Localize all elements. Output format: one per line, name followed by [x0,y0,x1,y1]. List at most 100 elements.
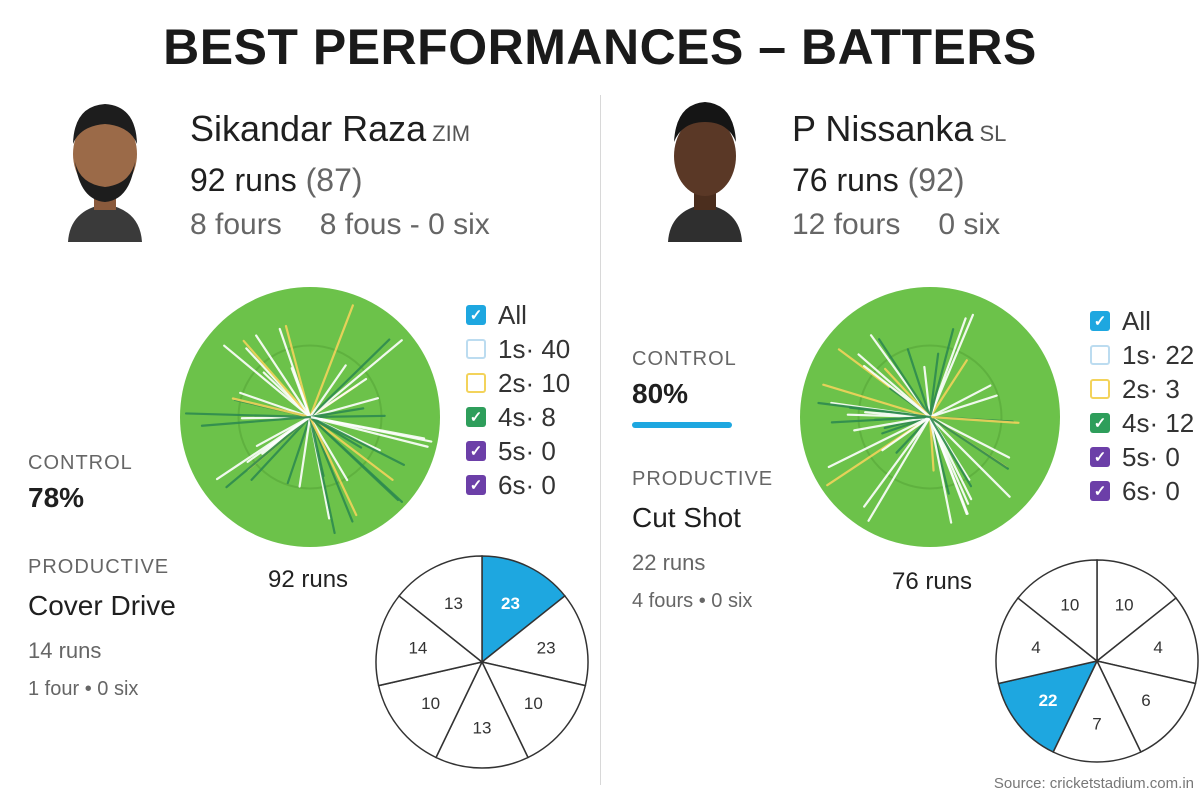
zone-slice [1095,659,1197,753]
source-note: Source: cricketstadium.com.in [993,775,1194,792]
legend-item[interactable]: ✓ 6s· 0 [1090,474,1194,508]
legend-label: 1s· 40 [498,333,571,364]
total-runs-label: 92 runs [268,566,349,593]
zone-label: 13 [473,719,492,738]
shot-line [928,328,955,419]
shot-line [817,401,932,419]
shot-line [928,317,967,419]
zone-label: 10 [524,694,543,713]
legend-item[interactable]: 2s· 10 [466,366,570,400]
total-runs-label: 76 runs [892,568,973,595]
player-boundaries: 8 fours 8 fous - 0 six [190,208,490,241]
page-title: BEST PERFORMANCES – BATTERS [163,19,1037,75]
panel-divider [600,95,601,785]
zone-label: 22 [1039,691,1058,710]
legend-label: 2s· 10 [498,367,571,398]
legend-item[interactable]: ✓ 4s· 12 [1090,406,1194,440]
legend-label: All [498,299,527,330]
shot-line [286,415,312,485]
scoring-zones-chart: 23 23 10 13 10 14 13 [375,555,589,769]
checkbox-checked-icon[interactable]: ✓ [466,441,486,461]
shot-line [225,415,312,489]
wagon-wheel-chart [180,287,440,547]
shot-line [928,415,1011,459]
legend-item[interactable]: ✓ 5s· 0 [466,434,570,468]
shot-line [308,415,433,443]
shot-line [857,353,932,419]
zone-slice [481,555,566,664]
shot-line [308,397,380,419]
checkbox-checked-icon[interactable]: ✓ [1090,413,1110,433]
legend-item[interactable]: ✓ 4s· 8 [466,400,570,434]
shot-line [928,352,940,419]
zone-label: 6 [1141,691,1150,710]
shot-line [308,415,403,503]
shot-line [308,415,349,482]
legend-label: 1s· 22 [1122,339,1195,370]
zone-slice [995,596,1099,685]
checkbox-checked-icon[interactable]: ✓ [466,407,486,427]
shot-line [308,415,358,517]
legend-item[interactable]: ✓ All [1090,304,1194,338]
legend-item[interactable]: ✓ 6s· 0 [466,468,570,502]
legend-label: All [1122,305,1151,336]
legend-label: 6s· 0 [1122,475,1180,506]
shot-line [308,415,394,481]
legend-item[interactable]: ✓ 5s· 0 [1090,440,1194,474]
checkbox-checked-icon[interactable]: ✓ [466,305,486,325]
wagon-wheel-chart [800,287,1060,547]
player-name: P Nissanka SL [792,108,1007,149]
shot-line [308,414,386,419]
checkbox-unchecked-icon[interactable] [1090,379,1110,399]
legend: ✓ All 1s· 40 2s· 10 ✓ 4s· 8 ✓ 5s· 0 ✓ 6s· 0 [466,298,570,502]
zone-slice [1016,559,1098,663]
checkbox-checked-icon[interactable]: ✓ [1090,481,1110,501]
checkbox-checked-icon[interactable]: ✓ [1090,447,1110,467]
shot-line [928,359,968,419]
shot-line [928,384,992,419]
legend-label: 2s· 3 [1122,373,1180,404]
player-runs: 76 runs (92) [792,162,965,198]
shot-line [928,415,969,515]
shot-line [308,415,336,535]
shot-line [250,415,312,481]
zone-label: 10 [421,694,440,713]
zone-label: 23 [537,638,556,657]
productive-shot: Cover Drive [28,590,176,621]
shot-line [200,415,312,427]
zone-slice [377,660,484,759]
shot-line [928,415,935,472]
shot-line [928,415,1011,498]
shot-line [881,415,932,452]
productive-runs: 14 runs [28,638,102,663]
zone-slice [375,594,484,687]
checkbox-checked-icon[interactable]: ✓ [1090,311,1110,331]
legend-item[interactable]: 1s· 40 [466,332,570,366]
shot-line [928,415,1009,470]
checkbox-checked-icon[interactable]: ✓ [466,475,486,495]
legend-item[interactable]: 2s· 3 [1090,372,1194,406]
shot-line [923,365,932,419]
zone-label: 14 [408,638,427,657]
zone-slice [997,659,1099,753]
zone-label: 10 [1060,596,1079,615]
shot-line [928,415,973,488]
checkbox-unchecked-icon[interactable] [466,373,486,393]
shot-line [278,327,312,419]
shot-line [308,338,391,419]
productive-detail: 4 fours • 0 six [632,590,753,612]
checkbox-unchecked-icon[interactable] [1090,345,1110,365]
zone-label: 23 [501,594,520,613]
shot-line [215,415,312,481]
checkbox-unchecked-icon[interactable] [466,339,486,359]
shot-line [873,415,932,421]
legend-label: 4s· 12 [1122,407,1195,438]
shot-line [308,415,405,467]
shot-line [877,338,932,419]
shot-line [308,339,403,419]
shot-line [308,364,347,419]
legend-label: 4s· 8 [498,401,556,432]
legend-item[interactable]: 1s· 22 [1090,338,1194,372]
legend-item[interactable]: ✓ All [466,298,570,332]
shot-line [223,344,312,419]
